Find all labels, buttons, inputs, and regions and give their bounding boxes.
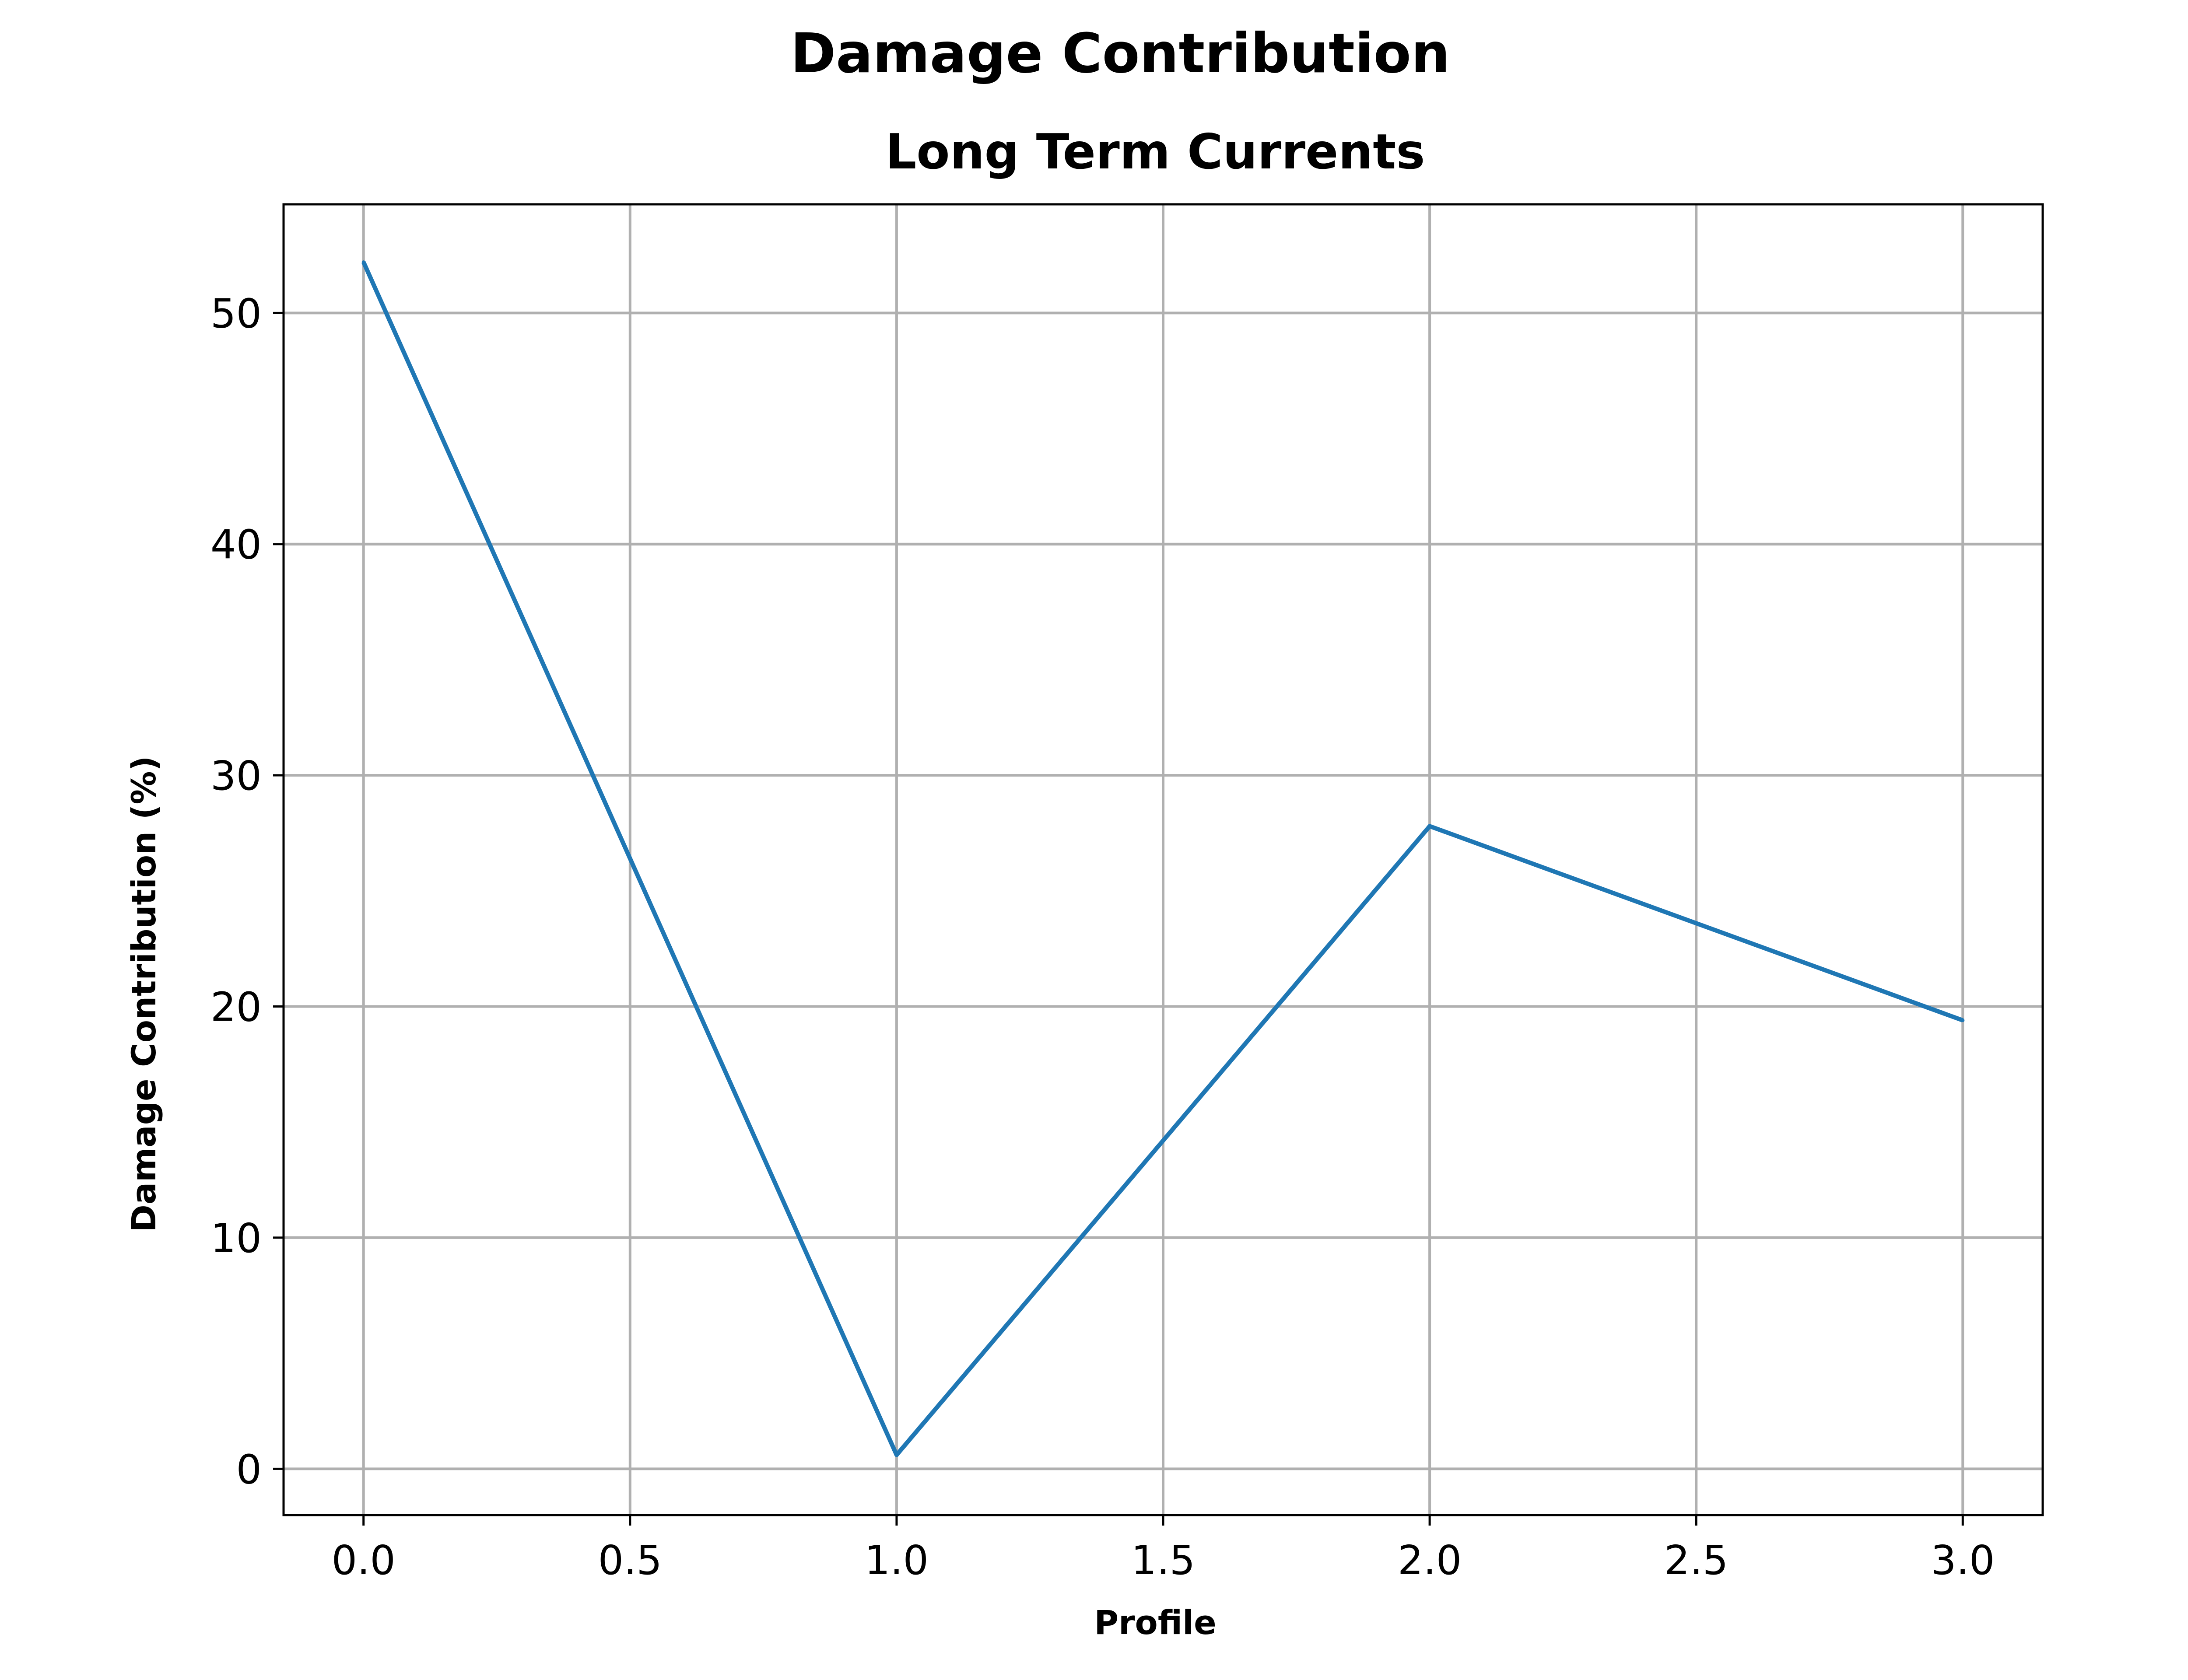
data-point: [894, 1453, 898, 1457]
data-point: [1961, 1018, 1965, 1022]
x-tick-label: 1.0: [865, 1537, 929, 1584]
y-tick-label: 20: [210, 984, 262, 1031]
x-tick-label: 0.5: [598, 1537, 662, 1584]
y-tick-label: 30: [210, 752, 262, 799]
x-tick-label: 1.5: [1131, 1537, 1195, 1584]
y-axis-label: Damage Contribution (%): [124, 756, 163, 1232]
x-tick-label: 3.0: [1931, 1537, 1995, 1584]
series-layer: [361, 260, 1965, 1457]
ticks: 0.0 0.5 1.0 1.5 2.0 2.5 3.0 0 10 20 30 40 50: [210, 290, 1995, 1584]
data-point: [361, 260, 365, 264]
chart-title: Damage Contribution: [790, 22, 1450, 85]
x-axis-label: Profile: [1094, 1603, 1216, 1642]
y-tick-label: 50: [210, 290, 262, 337]
data-point: [1428, 824, 1432, 828]
chart-subtitle: Long Term Currents: [886, 124, 1425, 180]
x-tick-label: 2.0: [1398, 1537, 1462, 1584]
series-line-0: [361, 261, 1964, 1457]
y-tick-label: 40: [210, 522, 262, 568]
y-tick-label: 0: [236, 1446, 262, 1493]
x-tick-label: 0.0: [332, 1537, 396, 1584]
x-tick-label: 2.5: [1664, 1537, 1728, 1584]
grid: [284, 204, 2043, 1515]
y-tick-label: 10: [210, 1215, 262, 1262]
